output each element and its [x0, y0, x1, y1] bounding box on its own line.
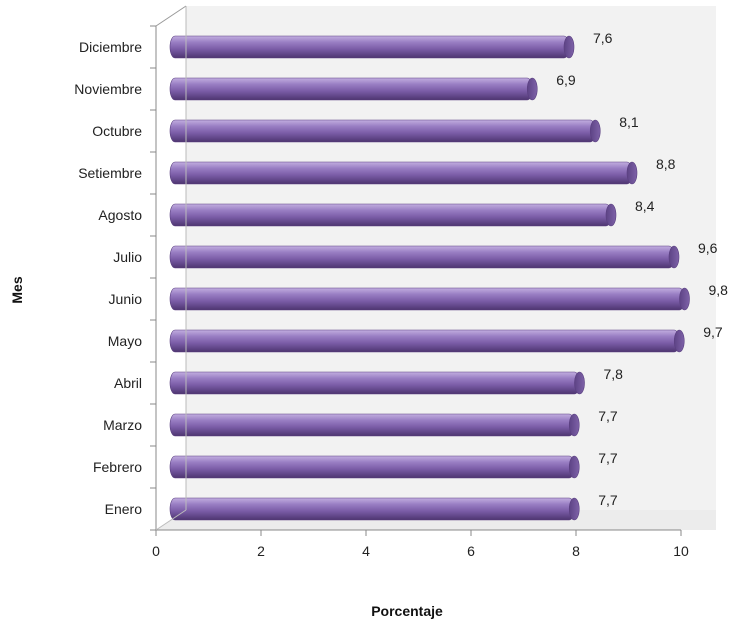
data-label: 7,6 [593, 30, 613, 46]
bar-end-cap [568, 455, 580, 479]
bar-end-cap [574, 371, 585, 395]
bar [169, 497, 575, 521]
y-tick-label: Junio [109, 291, 143, 307]
x-tick-label: 4 [362, 543, 370, 559]
y-tick-label: Octubre [92, 123, 142, 139]
y-tick-label: Diciembre [79, 39, 142, 55]
x-tick-label: 10 [673, 543, 689, 559]
bar [169, 245, 675, 269]
x-tick-label: 6 [467, 543, 475, 559]
bar [169, 119, 596, 143]
bar [169, 287, 685, 311]
data-label: 9,6 [698, 240, 718, 256]
y-tick-label: Setiembre [78, 165, 142, 181]
bar-end-cap [626, 161, 638, 185]
bar [169, 455, 575, 479]
data-label: 9,8 [709, 282, 729, 298]
x-tick-label: 0 [152, 543, 160, 559]
bar-end-cap [679, 287, 690, 311]
wall-top-edge [155, 5, 187, 27]
y-tick-label: Enero [105, 501, 143, 517]
y-tick-label: Abril [114, 375, 142, 391]
y-tick-label: Noviembre [74, 81, 142, 97]
bar-end-cap [526, 77, 538, 101]
data-label: 9,7 [703, 324, 723, 340]
bar-end-cap [589, 119, 601, 143]
bar [169, 161, 633, 185]
y-tick-label: Agosto [98, 207, 142, 223]
bar [169, 35, 570, 59]
bar-end-cap [673, 329, 685, 353]
data-label: 7,7 [598, 450, 618, 466]
data-label: 7,8 [604, 366, 624, 382]
x-axis-title: Porcentaje [371, 603, 443, 619]
y-axis-title: Mes [9, 276, 25, 303]
y-tick-label: Mayo [108, 333, 142, 349]
data-label: 8,1 [619, 114, 639, 130]
bar-end-cap [668, 245, 680, 269]
bar [169, 413, 575, 437]
x-tick-label: 2 [257, 543, 265, 559]
bar [169, 203, 612, 227]
data-label: 7,7 [598, 408, 618, 424]
bar [169, 371, 580, 395]
y-tick-label: Julio [113, 249, 142, 265]
data-label: 7,7 [598, 492, 618, 508]
data-label: 8,4 [635, 198, 655, 214]
bar-end-cap [568, 497, 580, 521]
y-tick-label: Marzo [103, 417, 142, 433]
bar [169, 329, 680, 353]
data-label: 8,8 [656, 156, 676, 172]
bar-end-cap [605, 203, 617, 227]
bar [169, 77, 533, 101]
x-tick-label: 8 [572, 543, 580, 559]
bar-end-cap [563, 35, 575, 59]
y-tick-label: Febrero [93, 459, 142, 475]
floor-left-edge [155, 509, 187, 531]
data-label: 6,9 [556, 72, 576, 88]
bar-end-cap [568, 413, 580, 437]
